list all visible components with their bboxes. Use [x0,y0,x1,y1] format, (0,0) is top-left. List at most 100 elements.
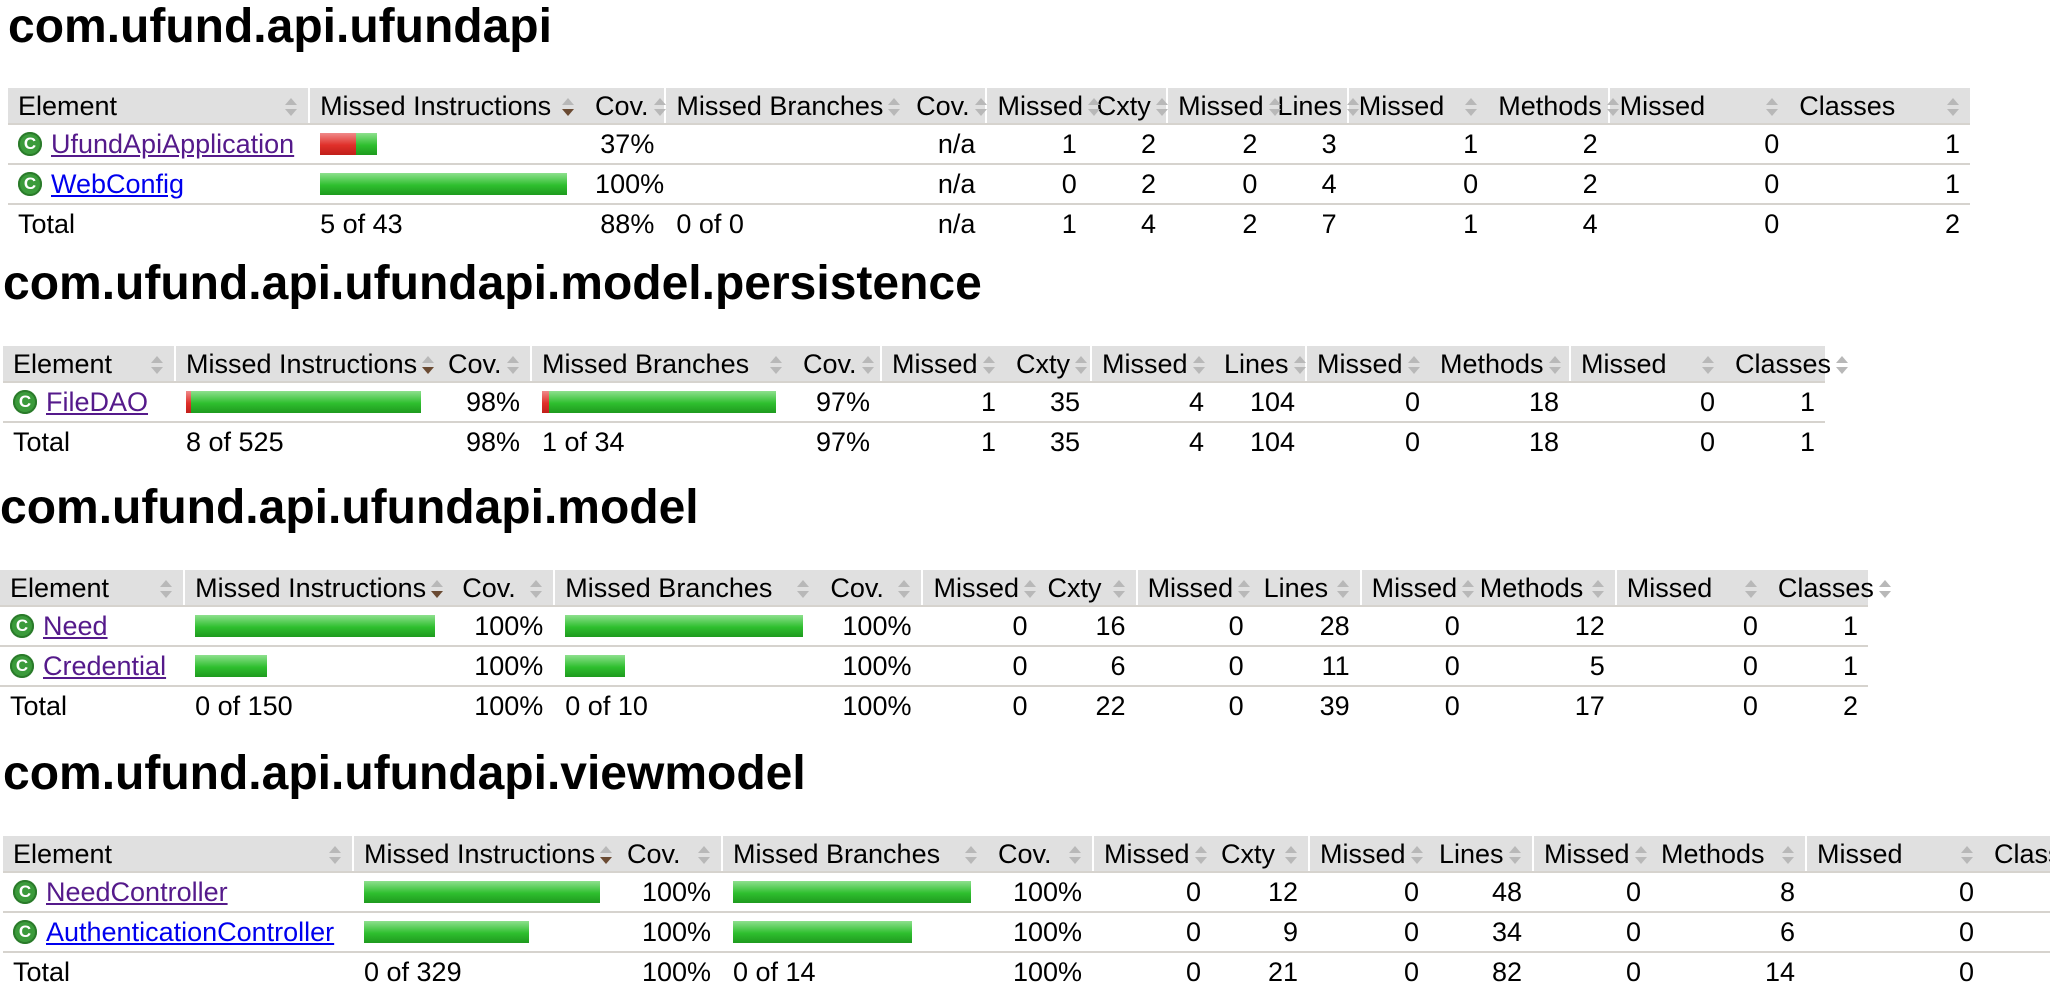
column-header-lines[interactable]: Lines [1253,570,1361,607]
class-link[interactable]: FileDAO [46,386,149,417]
sort-icon[interactable] [887,97,901,117]
class-link[interactable]: WebConfig [51,168,185,199]
column-header-lines-missed[interactable]: Missed [1308,836,1429,873]
column-header-cxty-missed[interactable]: Missed [921,570,1038,607]
column-header-lines-missed[interactable]: Missed [1135,570,1254,607]
column-header-cxty[interactable]: Cxty [1006,346,1091,383]
column-header-instr-cov[interactable]: Cov. [452,570,555,607]
sort-icon[interactable] [1336,579,1350,599]
sort-icon[interactable] [897,579,911,599]
column-header-instr-cov[interactable]: Cov. [438,346,531,383]
column-header-element[interactable]: Element [0,570,185,607]
sort-icon[interactable] [159,579,173,599]
sort-desc-icon[interactable] [421,355,434,375]
sort-icon[interactable] [1634,845,1648,865]
column-header-element[interactable]: Element [3,346,175,383]
column-header-branch-cov[interactable]: Cov. [906,88,987,125]
sort-icon[interactable] [1410,845,1424,865]
sort-icon[interactable] [1946,97,1960,117]
column-header-classes-missed[interactable]: Missed [1614,570,1768,607]
sort-icon[interactable] [1293,355,1309,375]
sort-icon[interactable] [982,355,996,375]
sort-icon[interactable] [1237,579,1250,599]
column-header-missed-instructions[interactable]: Missed Instructions [352,836,617,873]
column-header-missed-branches[interactable]: Missed Branches [664,88,907,125]
sort-icon[interactable] [1023,579,1035,599]
sort-icon[interactable] [1765,97,1779,117]
column-header-methods[interactable]: Methods [1469,570,1616,607]
column-header-classes[interactable]: Classes [1725,346,1849,383]
sort-icon[interactable] [506,355,520,375]
column-header-branch-cov[interactable]: Cov. [793,346,881,383]
sort-icon[interactable] [1194,845,1208,865]
column-header-lines-missed[interactable]: Missed [1166,88,1281,125]
column-header-instr-cov[interactable]: Cov. [617,836,722,873]
sort-icon[interactable] [284,97,298,117]
sort-icon[interactable] [1548,355,1562,375]
sort-icon[interactable] [1591,579,1605,599]
column-header-cxty[interactable]: Cxty [1211,836,1309,873]
sort-icon[interactable] [1074,355,1087,375]
column-header-lines[interactable]: Lines [1267,88,1359,125]
column-header-missed-instructions[interactable]: Missed Instructions [174,346,438,383]
column-header-missed-instructions[interactable]: Missed Instructions [183,570,453,607]
class-link[interactable]: UfundApiApplication [51,128,295,159]
column-header-classes[interactable]: Classes [1789,88,1970,125]
sort-desc-icon[interactable] [430,579,444,599]
column-header-lines[interactable]: Lines [1429,836,1533,873]
sort-icon[interactable] [1744,579,1758,599]
column-header-cxty-missed[interactable]: Missed [1092,836,1211,873]
column-header-methods[interactable]: Methods [1651,836,1806,873]
sort-icon[interactable] [861,355,875,375]
column-header-classes[interactable]: Classes [1984,836,2050,873]
class-link[interactable]: Need [43,610,108,641]
sort-icon[interactable] [769,355,783,375]
column-header-lines-missed[interactable]: Missed [1090,346,1214,383]
class-link[interactable]: Credential [43,650,167,681]
column-header-methods[interactable]: Methods [1488,88,1619,125]
sort-icon[interactable] [1781,845,1795,865]
column-header-methods-missed[interactable]: Missed [1305,346,1430,383]
sort-icon[interactable] [1464,97,1478,117]
column-header-missed-branches[interactable]: Missed Branches [553,570,821,607]
column-header-methods-missed[interactable]: Missed [1532,836,1651,873]
column-header-methods[interactable]: Methods [1430,346,1570,383]
sort-icon[interactable] [1112,579,1126,599]
column-header-branch-cov[interactable]: Cov. [988,836,1093,873]
sort-icon[interactable] [964,845,978,865]
sort-icon[interactable] [1407,355,1420,375]
class-link[interactable]: NeedController [46,876,228,907]
column-header-element[interactable]: Element [3,836,353,873]
column-header-branch-cov[interactable]: Cov. [820,570,923,607]
sort-icon[interactable] [1508,845,1522,865]
sort-desc-icon[interactable] [599,845,612,865]
column-header-classes[interactable]: Classes [1767,570,1891,607]
column-header-classes-missed[interactable]: Missed [1805,836,1984,873]
sort-icon[interactable] [1155,97,1172,117]
column-header-element[interactable]: Element [8,88,310,125]
column-header-lines[interactable]: Lines [1214,346,1309,383]
class-link[interactable]: AuthenticationController [46,916,335,947]
sort-icon[interactable] [529,579,543,599]
sort-icon[interactable] [1192,355,1206,375]
column-header-missed-branches[interactable]: Missed Branches [530,346,793,383]
column-header-instr-cov[interactable]: Cov. [585,88,666,125]
column-header-cxty-missed[interactable]: Missed [880,346,1006,383]
column-header-cxty-missed[interactable]: Missed [985,88,1100,125]
column-header-methods-missed[interactable]: Missed [1359,570,1475,607]
sort-icon[interactable] [796,579,810,599]
column-header-methods-missed[interactable]: Missed [1346,88,1489,125]
sort-icon[interactable] [1068,845,1082,865]
column-header-cxty[interactable]: Cxty [1037,570,1137,607]
column-header-classes-missed[interactable]: Missed [1569,346,1725,383]
column-header-cxty[interactable]: Cxty [1086,88,1172,125]
sort-icon[interactable] [150,355,164,375]
sort-icon[interactable] [653,97,665,117]
sort-desc-icon[interactable] [561,97,575,117]
sort-icon[interactable] [1701,355,1715,375]
column-header-classes-missed[interactable]: Missed [1607,88,1790,125]
sort-icon[interactable] [697,845,711,865]
sort-icon[interactable] [1284,845,1298,865]
sort-icon[interactable] [974,97,986,117]
sort-icon[interactable] [1960,845,1974,865]
